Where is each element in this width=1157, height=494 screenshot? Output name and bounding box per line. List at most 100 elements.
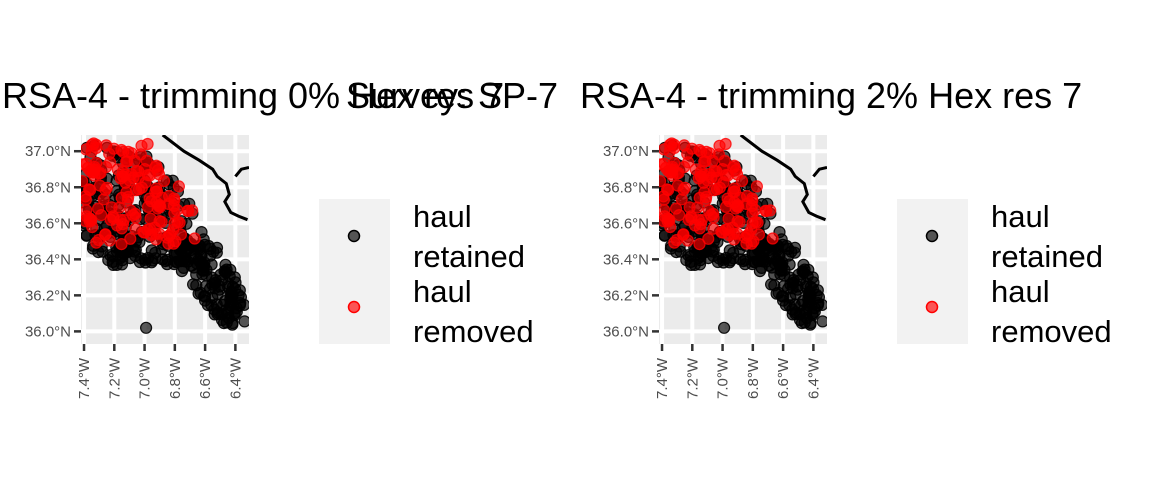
legend-right: haul retained haul removed: [897, 199, 1112, 349]
point-haul-removed: [677, 228, 690, 241]
point-haul-removed: [691, 201, 704, 214]
legend-label-retained: haul retained: [991, 199, 1103, 274]
legend-label-retained-line2: retained: [413, 239, 525, 274]
point-haul-removed: [113, 201, 126, 214]
point-haul-retained: [787, 274, 800, 287]
y-tick-label: 36.8°N: [603, 179, 649, 196]
point-haul-retained: [226, 316, 239, 330]
legend-label-removed: haul removed: [991, 274, 1112, 349]
y-tick-label: 36.2°N: [603, 287, 649, 304]
point-haul-removed: [123, 174, 136, 187]
legend-key-retained: [925, 229, 939, 243]
point-haul-retained: [219, 266, 232, 279]
point-haul-removed: [739, 231, 752, 244]
point-haul-removed: [701, 174, 714, 187]
point-haul-retained: [168, 258, 181, 271]
point-haul-retained: [765, 278, 778, 291]
point-haul-retained: [746, 258, 759, 271]
point-haul-retained: [175, 265, 188, 278]
chart-title-left: RSA-4 - trimming 0% Hex res 7: [2, 75, 504, 116]
legend-key-background: [897, 199, 968, 344]
y-tick-label: 36.4°N: [25, 251, 71, 268]
point-haul-removed: [719, 137, 732, 151]
point-haul-removed: [182, 204, 195, 218]
plot-content: [659, 135, 827, 334]
point-haul-removed: [665, 164, 679, 177]
point-haul-removed: [668, 141, 681, 154]
point-haul-removed: [693, 238, 706, 251]
legend-key-removed: [925, 300, 939, 314]
point-haul-removed: [168, 217, 181, 230]
overall-title: Survey: SP-7: [346, 75, 558, 116]
point-haul-retained: [718, 321, 731, 334]
point-haul-removed: [659, 210, 671, 223]
legend-label-removed: haul removed: [413, 274, 534, 349]
point-haul-removed: [705, 209, 718, 222]
point-haul-removed: [81, 210, 93, 223]
y-tick-label: 37.0°N: [603, 143, 649, 160]
point-haul-removed: [81, 190, 92, 203]
legend-label-retained: haul retained: [413, 199, 525, 274]
point-haul-retained: [793, 308, 807, 321]
point-haul-removed: [746, 217, 759, 230]
x-tick-label: 6.6°W: [775, 357, 792, 399]
point-haul-removed: [91, 202, 105, 215]
legend-key-background: [319, 199, 390, 344]
point-haul-removed: [90, 141, 103, 154]
point-haul-removed: [115, 238, 128, 251]
point-haul-retained: [788, 241, 802, 254]
y-tick-label: 36.2°N: [25, 287, 71, 304]
legend-label-removed-line2: removed: [413, 314, 534, 349]
point-haul-removed: [117, 145, 130, 158]
x-tick-label: 6.4°W: [227, 357, 244, 399]
point-haul-retained: [684, 250, 698, 263]
point-haul-removed: [702, 232, 715, 245]
point-haul-retained: [199, 290, 212, 303]
point-haul-removed: [130, 164, 143, 178]
point-haul-removed: [726, 221, 739, 234]
point-haul-retained: [106, 250, 120, 263]
point-haul-removed: [752, 228, 765, 241]
point-haul-retained: [804, 316, 817, 330]
point-haul-removed: [148, 221, 161, 234]
series-haul-removed: [659, 137, 779, 251]
point-haul-retained: [210, 241, 224, 254]
point-haul-retained: [195, 258, 208, 271]
coastline: [161, 135, 249, 222]
legend-label-retained-line1: haul: [991, 199, 1050, 234]
point-haul-removed: [127, 209, 140, 222]
point-haul-removed: [659, 175, 667, 188]
point-haul-removed: [141, 137, 154, 151]
x-tick-label: 6.6°W: [197, 357, 214, 399]
x-tick-label: 7.0°W: [137, 357, 154, 399]
legend-label-removed-line2: removed: [991, 314, 1112, 349]
point-haul-removed: [716, 226, 729, 239]
point-haul-removed: [717, 176, 730, 189]
point-haul-removed: [695, 145, 708, 158]
y-tick-label: 36.8°N: [25, 179, 71, 196]
point-haul-retained: [727, 246, 740, 259]
y-tick-label: 36.0°N: [25, 323, 71, 340]
point-haul-removed: [760, 204, 773, 218]
point-haul-removed: [99, 228, 112, 241]
point-haul-removed: [150, 182, 163, 195]
coastline: [812, 165, 827, 178]
legend-left: haul retained haul removed: [319, 199, 534, 349]
point-haul-removed: [99, 160, 113, 174]
point-haul-removed: [668, 236, 681, 249]
legend-key-removed: [347, 300, 361, 314]
coastline: [739, 135, 827, 222]
point-haul-retained: [140, 321, 153, 334]
point-haul-removed: [138, 226, 151, 239]
point-haul-removed: [659, 190, 670, 203]
plot-area-left: 7.4°W 7.2°W 7.0°W 6.8°W 6.6°W 6.4°W 36.0°N 36.2…: [25, 135, 249, 399]
point-haul-removed: [86, 220, 99, 234]
point-haul-removed: [681, 147, 694, 160]
point-haul-removed: [728, 182, 741, 195]
point-haul-removed: [172, 180, 185, 193]
y-tick-label: 36.6°N: [603, 215, 649, 232]
point-haul-removed: [174, 228, 187, 241]
x-tick-label: 6.8°W: [745, 357, 762, 399]
chart-title-right: RSA-4 - trimming 2% Hex res 7: [580, 75, 1082, 116]
point-haul-removed: [188, 232, 201, 245]
